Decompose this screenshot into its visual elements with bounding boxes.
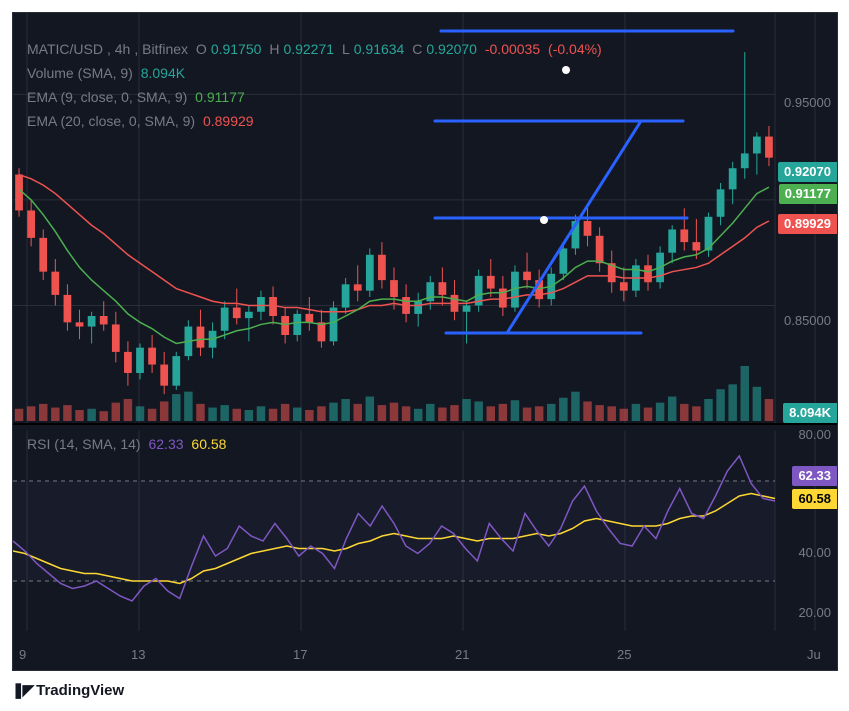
price-badge: 8.094K: [783, 403, 837, 423]
x-axis-label: 17: [293, 647, 307, 662]
price-badge: 0.91177: [779, 184, 837, 204]
price-badge: 0.89929: [778, 214, 837, 234]
legend-ohlc: MATIC/USD, 4h, Bitfinex O0.91750 H0.9227…: [27, 41, 606, 57]
legend-rsi: RSI (14, SMA, 14) 62.33 60.58: [27, 436, 230, 452]
y-axis-label: 0.85000: [784, 313, 831, 328]
y-axis-label: 20.00: [798, 605, 831, 620]
rsi-badge: 62.33: [792, 466, 837, 486]
chart-container[interactable]: MATIC/USD, 4h, Bitfinex O0.91750 H0.9227…: [12, 12, 838, 671]
x-axis-label: 13: [131, 647, 145, 662]
x-axis-label: 9: [19, 647, 26, 662]
tradingview-icon: ❚◤: [12, 681, 32, 699]
rsi-pane[interactable]: [13, 431, 837, 631]
pane-separator[interactable]: [13, 423, 837, 425]
x-axis-label: 21: [455, 647, 469, 662]
rsi-badge: 60.58: [792, 489, 837, 509]
tradingview-logo: ❚◤ TradingView: [12, 681, 849, 699]
price-badge: 0.92070: [778, 162, 837, 182]
y-axis-label: 40.00: [798, 545, 831, 560]
y-axis-label: 0.95000: [784, 95, 831, 110]
legend-ema9: EMA (9, close, 0, SMA, 9) 0.91177: [27, 89, 249, 105]
x-axis-label: Ju: [807, 647, 821, 662]
y-axis-label: 80.00: [798, 427, 831, 442]
x-axis-label: 25: [617, 647, 631, 662]
legend-ema20: EMA (20, close, 0, SMA, 9) 0.89929: [27, 113, 258, 129]
legend-volume: Volume (SMA, 9) 8.094K: [27, 65, 189, 81]
